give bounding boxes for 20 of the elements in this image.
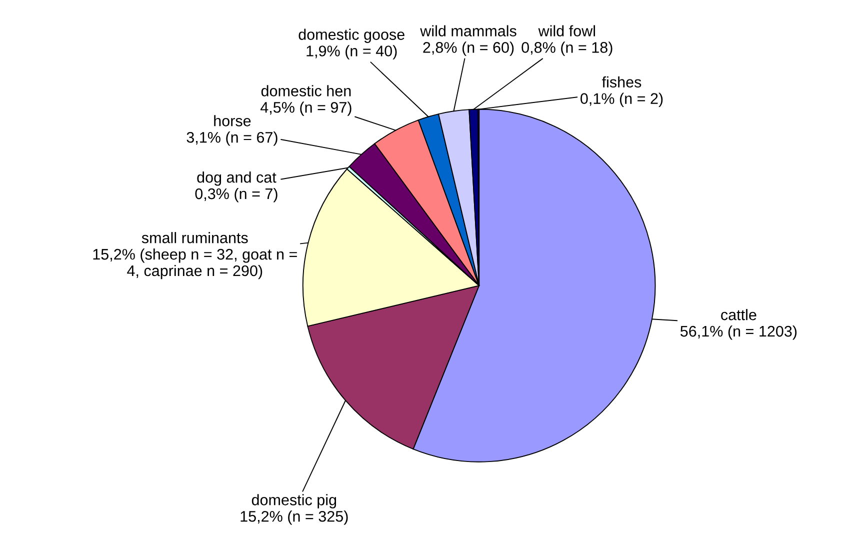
- slice-label: domestic hen: [261, 85, 351, 96]
- slice-label: domestic pig: [252, 494, 336, 508]
- slice-label: domestic goose: [298, 28, 404, 43]
- slice-label: cattle: [721, 309, 756, 320]
- slice-label: fishes: [602, 76, 642, 88]
- data-label: 2,8% (n = 60): [423, 42, 514, 56]
- data-label: 0,1% (n = 2): [580, 92, 663, 108]
- data-label: 4,5% (n = 97): [260, 102, 352, 116]
- slice-label: horse: [214, 115, 251, 126]
- slice-label: dog and cat: [197, 172, 276, 186]
- data-label: 0,8% (n = 18): [522, 42, 612, 56]
- slice-label: small ruminants: [142, 232, 248, 244]
- data-label: 15,2% (sheep n = 32, goat n = 4, caprinae n = 290): [93, 248, 297, 280]
- data-label: 15,2% (n = 325): [240, 510, 348, 525]
- data-label: 3,1% (n = 67): [186, 132, 278, 146]
- slice-label: wild mammals: [420, 25, 516, 36]
- data-label: 1,9% (n = 40): [306, 45, 397, 60]
- data-label: 56,1% (n = 1203): [680, 325, 797, 340]
- slice-label: wild fowl: [538, 25, 595, 36]
- data-label: 0,3% (n = 7): [195, 188, 278, 202]
